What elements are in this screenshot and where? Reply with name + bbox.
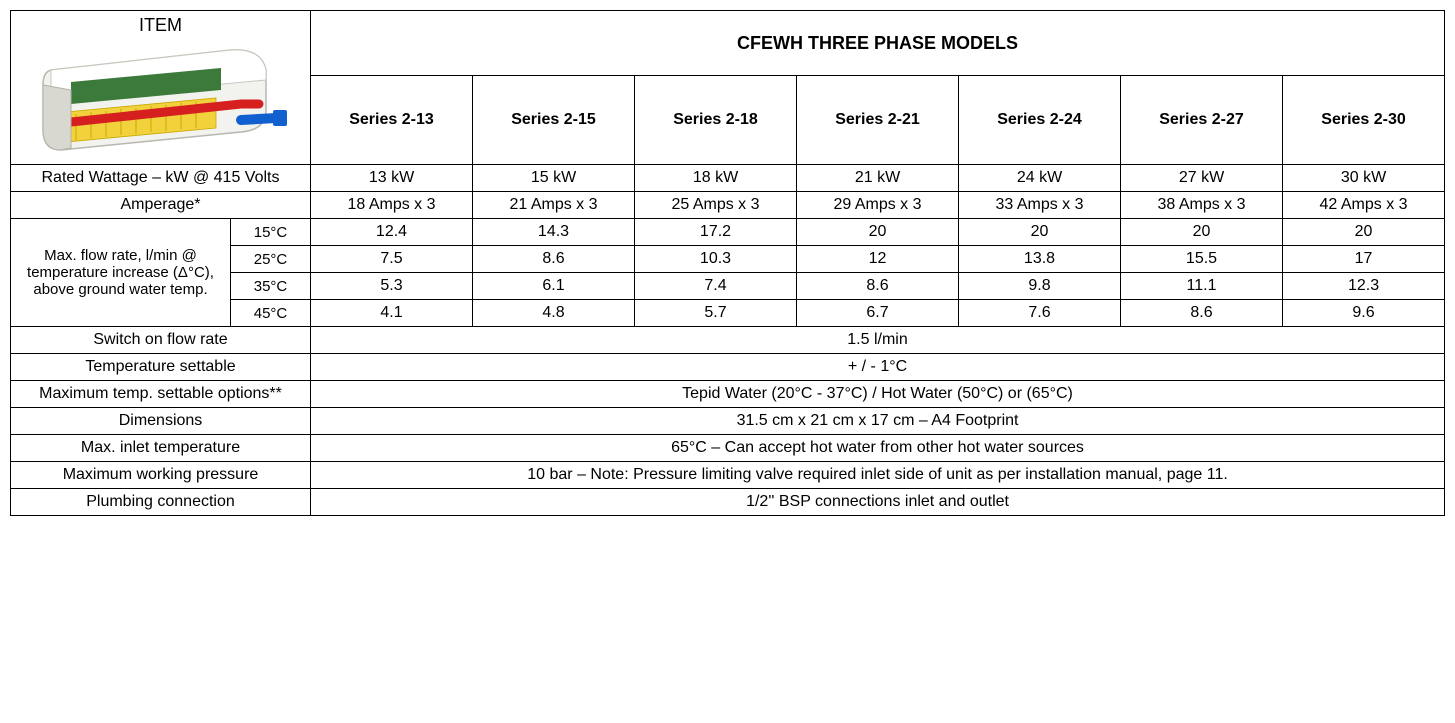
cell: 5.7 <box>635 300 797 327</box>
cell: 20 <box>1283 219 1445 246</box>
cell: 27 kW <box>1121 165 1283 192</box>
item-header-cell: ITEM <box>11 11 311 165</box>
row-plumbing: Plumbing connection 1/2'' BSP connection… <box>11 489 1445 516</box>
row-label: Dimensions <box>11 408 311 435</box>
series-header: Series 2-27 <box>1121 76 1283 165</box>
cell: 6.1 <box>473 273 635 300</box>
row-dimensions: Dimensions 31.5 cm x 21 cm x 17 cm – A4 … <box>11 408 1445 435</box>
cell: 12.4 <box>311 219 473 246</box>
cell: 7.4 <box>635 273 797 300</box>
row-max-pressure: Maximum working pressure 10 bar – Note: … <box>11 462 1445 489</box>
cell: 6.7 <box>797 300 959 327</box>
row-label: Plumbing connection <box>11 489 311 516</box>
cell: 7.6 <box>959 300 1121 327</box>
cell: 7.5 <box>311 246 473 273</box>
cell: 12.3 <box>1283 273 1445 300</box>
cell-span: 1/2'' BSP connections inlet and outlet <box>311 489 1445 516</box>
product-cutaway-image <box>31 40 291 160</box>
cell: 21 kW <box>797 165 959 192</box>
cell-span: 1.5 l/min <box>311 327 1445 354</box>
row-max-inlet: Max. inlet temperature 65°C – Can accept… <box>11 435 1445 462</box>
cell: 30 kW <box>1283 165 1445 192</box>
cell: 20 <box>959 219 1121 246</box>
item-label: ITEM <box>17 15 304 36</box>
row-label-flow: Max. flow rate, l/min @ temperature incr… <box>11 219 231 327</box>
row-temp-settable: Temperature settable + / - 1°C <box>11 354 1445 381</box>
row-switch-on: Switch on flow rate 1.5 l/min <box>11 327 1445 354</box>
cell: 38 Amps x 3 <box>1121 192 1283 219</box>
cell: 15.5 <box>1121 246 1283 273</box>
row-label: Maximum working pressure <box>11 462 311 489</box>
cell: 21 Amps x 3 <box>473 192 635 219</box>
cell: 33 Amps x 3 <box>959 192 1121 219</box>
subtemp: 35°C <box>231 273 311 300</box>
cell: 42 Amps x 3 <box>1283 192 1445 219</box>
cell: 8.6 <box>473 246 635 273</box>
cell: 8.6 <box>1121 300 1283 327</box>
models-title: CFEWH THREE PHASE MODELS <box>311 11 1445 76</box>
cell: 15 kW <box>473 165 635 192</box>
series-header: Series 2-30 <box>1283 76 1445 165</box>
cell: 20 <box>797 219 959 246</box>
cell: 4.1 <box>311 300 473 327</box>
cell: 25 Amps x 3 <box>635 192 797 219</box>
cell: 8.6 <box>797 273 959 300</box>
cell: 18 kW <box>635 165 797 192</box>
subtemp: 45°C <box>231 300 311 327</box>
row-label: Switch on flow rate <box>11 327 311 354</box>
series-header: Series 2-21 <box>797 76 959 165</box>
row-label: Temperature settable <box>11 354 311 381</box>
cell: 17 <box>1283 246 1445 273</box>
cell: 14.3 <box>473 219 635 246</box>
cell: 24 kW <box>959 165 1121 192</box>
row-max-temp-options: Maximum temp. settable options** Tepid W… <box>11 381 1445 408</box>
row-wattage: Rated Wattage – kW @ 415 Volts 13 kW 15 … <box>11 165 1445 192</box>
cell-span: 31.5 cm x 21 cm x 17 cm – A4 Footprint <box>311 408 1445 435</box>
cell: 9.8 <box>959 273 1121 300</box>
cell: 10.3 <box>635 246 797 273</box>
cell: 20 <box>1121 219 1283 246</box>
cell: 13 kW <box>311 165 473 192</box>
spec-table: ITEM <box>10 10 1445 516</box>
row-label: Maximum temp. settable options** <box>11 381 311 408</box>
series-header: Series 2-18 <box>635 76 797 165</box>
row-amperage: Amperage* 18 Amps x 3 21 Amps x 3 25 Amp… <box>11 192 1445 219</box>
subtemp: 15°C <box>231 219 311 246</box>
series-header: Series 2-24 <box>959 76 1121 165</box>
row-flow-15: Max. flow rate, l/min @ temperature incr… <box>11 219 1445 246</box>
row-label: Max. inlet temperature <box>11 435 311 462</box>
cell: 18 Amps x 3 <box>311 192 473 219</box>
cell-span: Tepid Water (20°C - 37°C) / Hot Water (5… <box>311 381 1445 408</box>
cell: 5.3 <box>311 273 473 300</box>
header-row-1: ITEM <box>11 11 1445 76</box>
cell: 11.1 <box>1121 273 1283 300</box>
series-header: Series 2-13 <box>311 76 473 165</box>
row-label: Amperage* <box>11 192 311 219</box>
cell-span: 65°C – Can accept hot water from other h… <box>311 435 1445 462</box>
cell: 9.6 <box>1283 300 1445 327</box>
cell-span: + / - 1°C <box>311 354 1445 381</box>
series-header: Series 2-15 <box>473 76 635 165</box>
cell: 12 <box>797 246 959 273</box>
cell: 13.8 <box>959 246 1121 273</box>
cell: 17.2 <box>635 219 797 246</box>
cell-span: 10 bar – Note: Pressure limiting valve r… <box>311 462 1445 489</box>
cell: 4.8 <box>473 300 635 327</box>
subtemp: 25°C <box>231 246 311 273</box>
cell: 29 Amps x 3 <box>797 192 959 219</box>
row-label: Rated Wattage – kW @ 415 Volts <box>11 165 311 192</box>
